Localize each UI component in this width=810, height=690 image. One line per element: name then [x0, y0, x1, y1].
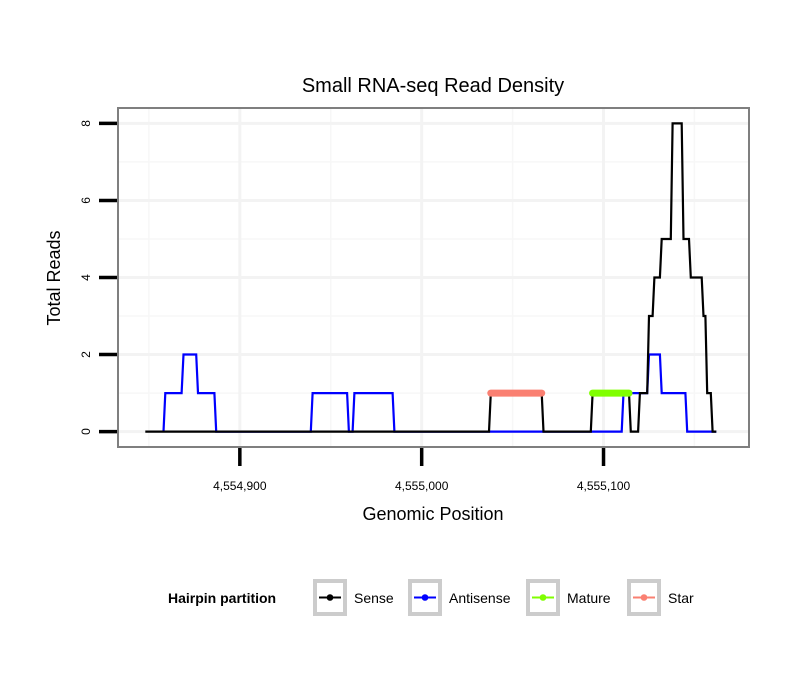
y-tick-label: 4 [79, 274, 93, 281]
y-tick-label: 6 [79, 197, 93, 204]
legend: Hairpin partition Sense Antisense Mature St… [168, 579, 694, 616]
y-axis-title: Total Reads [44, 230, 64, 325]
legend-label: Sense [354, 590, 394, 606]
legend-label: Star [668, 590, 694, 606]
x-axis: 4,554,900 4,555,000 4,555,100 [213, 448, 631, 493]
legend-item-antisense: Antisense [408, 579, 511, 616]
x-axis-title: Genomic Position [362, 504, 503, 524]
legend-key-point [539, 594, 547, 601]
legend-key-point [640, 594, 648, 601]
y-tick-label: 2 [79, 351, 93, 358]
legend-item-star: Star [627, 579, 694, 616]
legend-label: Mature [567, 590, 611, 606]
legend-item-mature: Mature [526, 579, 611, 616]
legend-key-point [421, 594, 429, 601]
y-tick-label: 8 [79, 120, 93, 127]
grid [119, 109, 748, 446]
x-tick-label: 4,555,100 [577, 479, 631, 493]
x-tick-label: 4,555,000 [395, 479, 449, 493]
series-antisense-line [162, 353, 717, 433]
series-layer [145, 122, 717, 433]
y-tick-label: 0 [79, 428, 93, 435]
legend-title: Hairpin partition [168, 590, 276, 606]
y-axis: 0 2 4 6 8 [79, 120, 117, 435]
chart-title: Small RNA-seq Read Density [302, 75, 564, 97]
legend-item-sense: Sense [313, 579, 394, 616]
x-tick-label: 4,554,900 [213, 479, 267, 493]
legend-label: Antisense [449, 590, 511, 606]
series-sense-line [145, 122, 717, 433]
legend-key-point [326, 594, 334, 601]
